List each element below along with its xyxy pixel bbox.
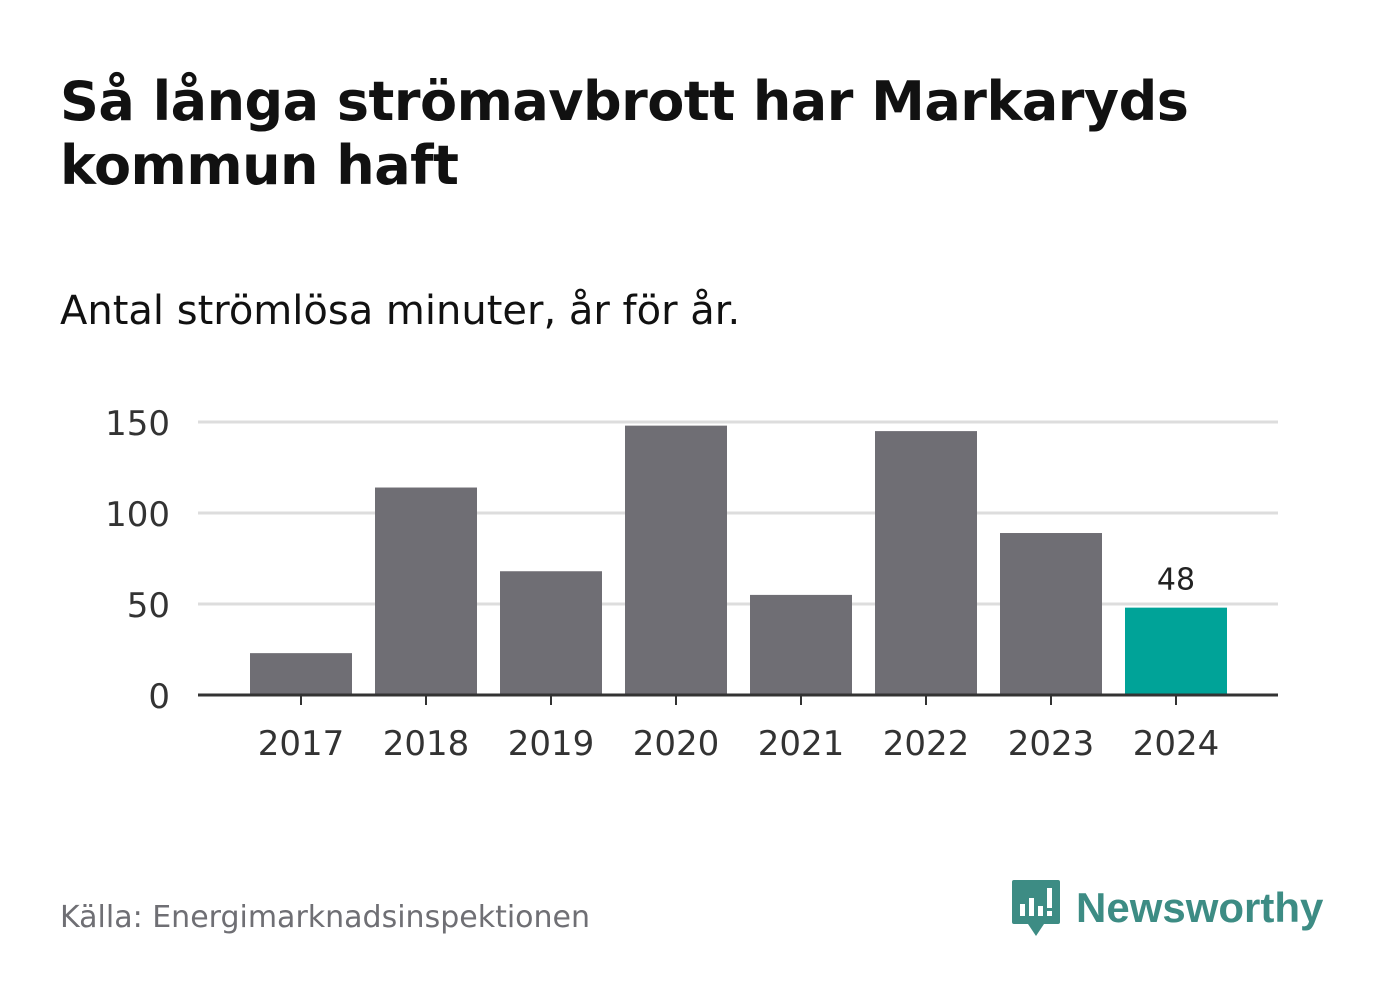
bar-2020 xyxy=(625,425,727,695)
y-tick-label: 100 xyxy=(105,495,170,535)
chart-subtitle: Antal strömlösa minuter, år för år. xyxy=(60,288,741,334)
bar-2017 xyxy=(250,653,352,695)
bar-2024 xyxy=(1125,607,1227,695)
chart-title: Så långa strömavbrott har Markaryds komm… xyxy=(60,70,1189,197)
x-tick-label: 2018 xyxy=(383,724,470,764)
bar-2022 xyxy=(875,431,977,695)
brand-logo: Newsworthy xyxy=(1010,878,1323,938)
bar-2021 xyxy=(750,594,852,695)
x-tick-label: 2021 xyxy=(758,724,845,764)
y-tick-label: 150 xyxy=(105,404,170,444)
y-tick-label: 50 xyxy=(127,586,170,626)
x-tick-label: 2023 xyxy=(1008,724,1095,764)
x-tick-label: 2017 xyxy=(258,724,345,764)
source-note: Källa: Energimarknadsinspektionen xyxy=(60,900,591,935)
x-tick-label: 2019 xyxy=(508,724,595,764)
y-tick-label: 0 xyxy=(148,677,170,717)
x-tick-label: 2022 xyxy=(883,724,970,764)
bar-2023 xyxy=(1000,533,1102,695)
x-tick-label: 2024 xyxy=(1133,724,1220,764)
data-label: 48 xyxy=(1157,563,1195,598)
newsworthy-logo-icon xyxy=(1012,880,1060,936)
brand-name: Newsworthy xyxy=(1076,884,1324,931)
x-tick-label: 2020 xyxy=(633,724,720,764)
bar-2018 xyxy=(375,487,477,695)
bar-2019 xyxy=(500,571,602,695)
